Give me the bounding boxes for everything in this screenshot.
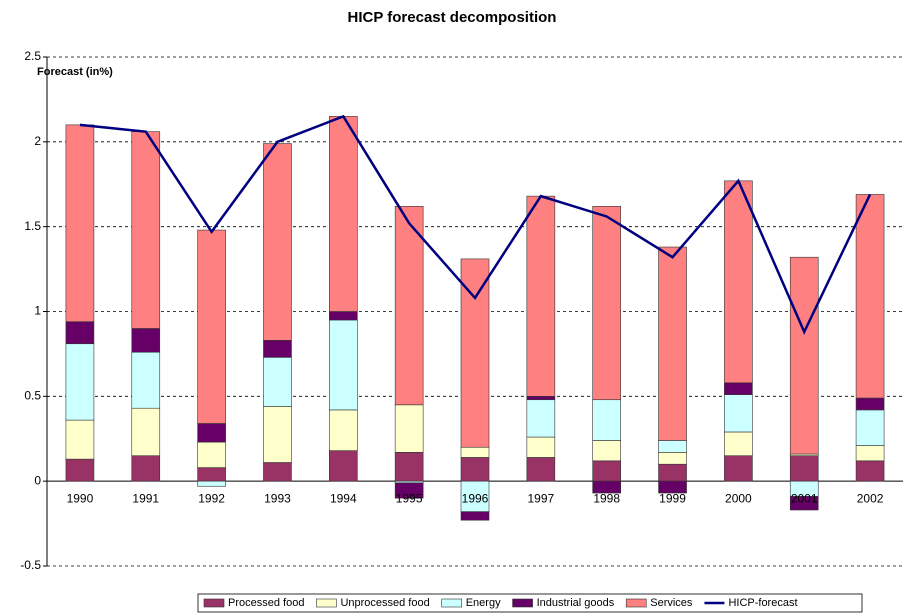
x-tick-label: 1994 <box>330 491 357 505</box>
x-tick-label: 1993 <box>264 491 291 505</box>
bar-segment <box>329 116 358 312</box>
bar-segment <box>394 482 424 499</box>
bar-segment <box>789 455 819 482</box>
legend-label: Services <box>650 597 693 609</box>
bar-segment <box>658 246 687 441</box>
x-tick-label: 1997 <box>527 491 554 505</box>
bar-segment <box>592 206 621 401</box>
y-tick-label: -0.5 <box>20 558 41 572</box>
y-tick-label: 0.5 <box>24 389 41 403</box>
bar-segment <box>394 452 424 482</box>
bar-segment <box>394 206 424 406</box>
legend-swatch <box>512 598 533 608</box>
bar-segment <box>658 452 687 465</box>
bar-segment <box>329 319 358 411</box>
bar-segment <box>263 406 292 463</box>
bar-segment <box>460 258 490 448</box>
bar-segment <box>131 328 161 353</box>
y-tick-label: 2 <box>34 134 41 148</box>
bar-segment <box>789 256 819 455</box>
y-axis-label: Forecast (in%) <box>37 66 113 78</box>
x-tick-label: 1998 <box>593 491 620 505</box>
bar-segment <box>855 409 885 446</box>
bar-segment <box>131 455 161 482</box>
bar-segment <box>658 480 687 494</box>
bar-segment <box>855 445 885 462</box>
bar-segment <box>855 397 885 411</box>
legend-swatch <box>625 598 647 608</box>
x-tick-label: 2000 <box>725 491 752 505</box>
bar-segment <box>131 351 161 409</box>
bar-segment <box>658 463 687 482</box>
x-tick-label: 2001 <box>791 491 818 505</box>
bar-segment <box>724 180 753 384</box>
legend-label: Industrial goods <box>537 597 615 609</box>
bar-segment <box>855 460 885 482</box>
legend-label: HICP-forecast <box>728 597 797 609</box>
bar-segment <box>592 480 621 494</box>
bar-segment <box>329 311 358 321</box>
bar-segment <box>592 440 621 462</box>
bar-segment <box>592 460 621 482</box>
bar-segment <box>197 441 226 468</box>
legend-swatch <box>316 598 337 608</box>
x-tick-label: 1991 <box>132 491 159 505</box>
bar-segment <box>526 396 556 401</box>
chart-title: HICP forecast decomposition <box>348 9 557 26</box>
bar-segment <box>65 124 95 322</box>
legend-label: Energy <box>466 597 501 609</box>
bar-segment <box>197 229 226 424</box>
legend-swatch <box>441 598 463 608</box>
bar-segment <box>197 423 226 443</box>
bar-segment <box>460 480 490 513</box>
x-tick-label: 1990 <box>67 491 94 505</box>
bar-segment <box>131 131 161 329</box>
bar-segment <box>65 419 95 460</box>
x-tick-label: 2002 <box>857 491 884 505</box>
bar-segment <box>197 480 226 487</box>
legend-swatch <box>203 598 225 608</box>
bar-segment <box>724 394 753 433</box>
bar-segment <box>724 455 753 482</box>
bar-segment <box>526 195 556 397</box>
x-tick-label: 1995 <box>396 491 423 505</box>
bar-segment <box>460 446 490 458</box>
legend-label: Processed food <box>228 597 304 609</box>
bar-segment <box>329 409 358 451</box>
bar-segment <box>789 496 819 511</box>
bar-segment <box>263 462 292 482</box>
bar-segment <box>460 457 490 482</box>
bar-segment <box>263 340 292 358</box>
bar-segment <box>263 357 292 407</box>
bar-segment <box>658 440 687 453</box>
x-tick-label: 1996 <box>462 491 489 505</box>
bar-segment <box>526 436 556 458</box>
bar-segment <box>855 194 885 399</box>
line-series <box>79 114 872 335</box>
y-tick-label: 0 <box>34 473 41 487</box>
bar-segment <box>65 321 95 345</box>
bar-segment <box>65 458 95 482</box>
bar-segment <box>394 404 424 453</box>
y-tick-label: 1 <box>34 304 41 318</box>
x-tick-label: 1992 <box>198 491 225 505</box>
bar-segment <box>131 407 161 457</box>
y-tick-label: 2.5 <box>24 49 41 63</box>
bar-segment <box>263 143 292 341</box>
bar-segment <box>329 450 358 482</box>
legend-label: Unprocessed food <box>340 597 429 609</box>
bar-segment <box>460 511 490 521</box>
bar-segment <box>724 382 753 395</box>
y-tick-label: 1.5 <box>24 219 41 233</box>
bar-segment <box>526 457 556 482</box>
bar-segment <box>197 467 226 482</box>
bar-segment <box>592 399 621 441</box>
bar-segment <box>65 343 95 421</box>
bar-segment <box>724 431 753 457</box>
x-tick-label: 1999 <box>659 491 686 505</box>
bar-segment <box>526 399 556 438</box>
